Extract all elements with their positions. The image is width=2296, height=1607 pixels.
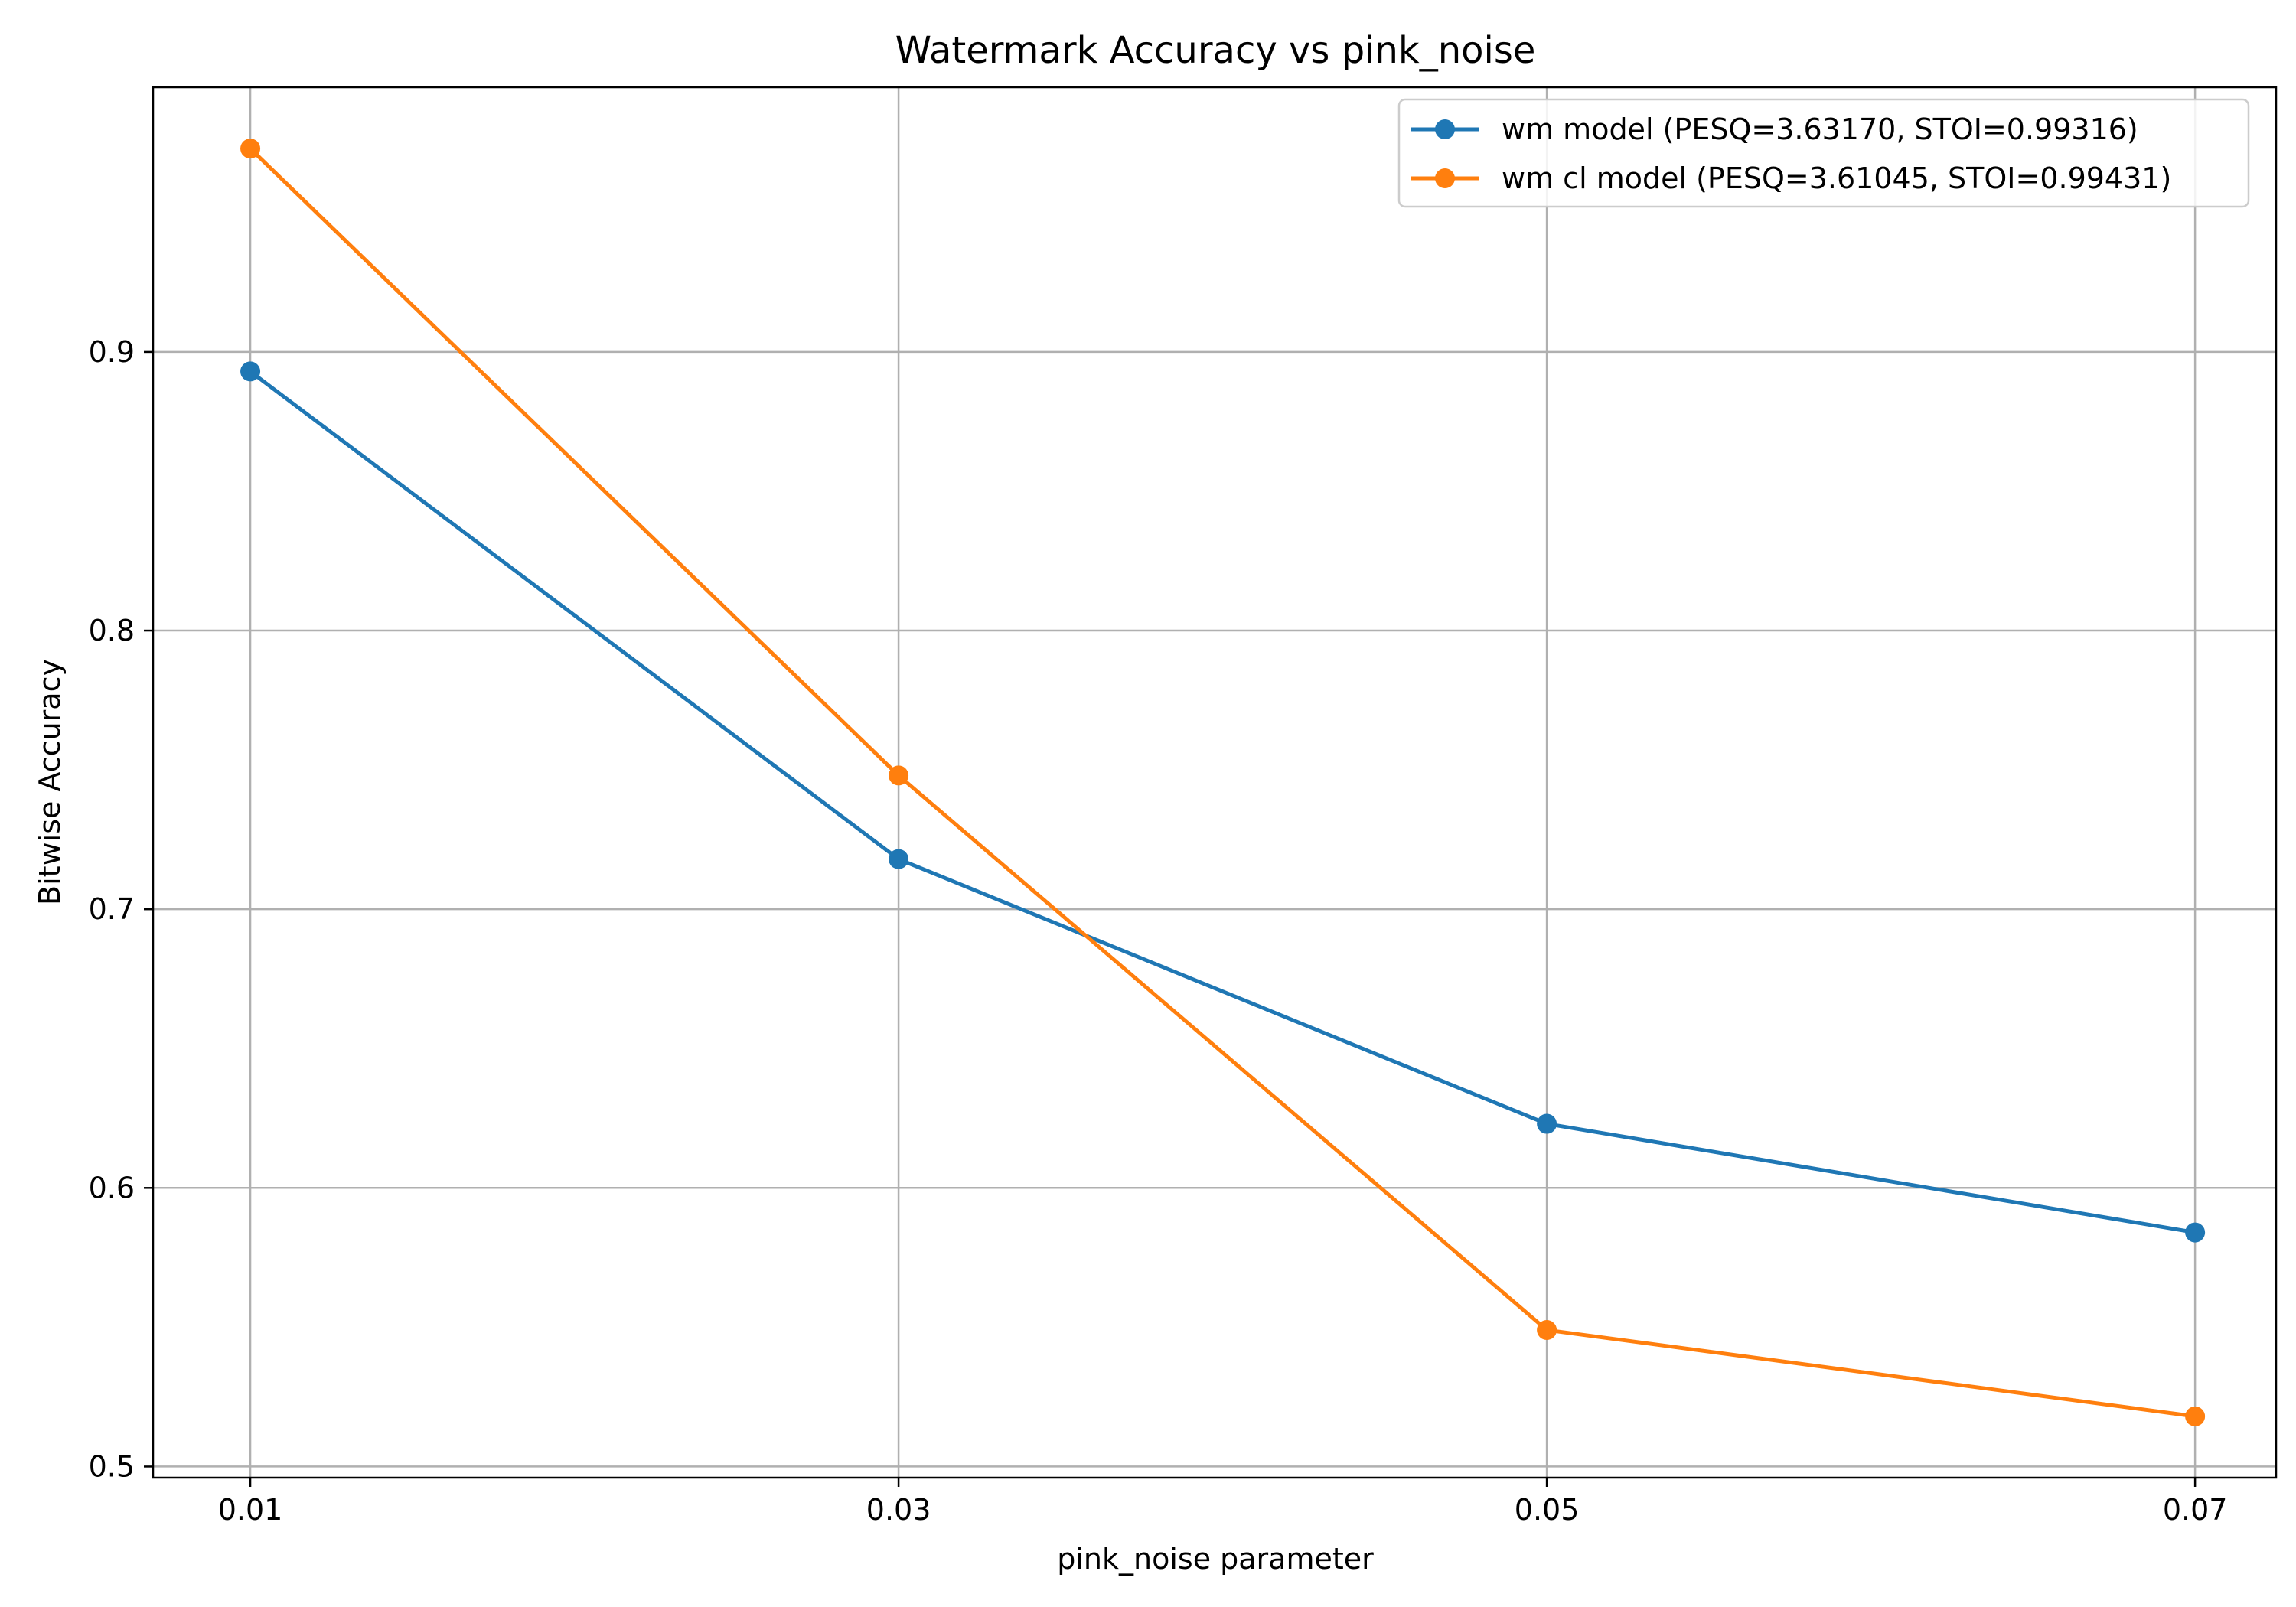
data-point [889, 765, 909, 786]
x-axis-label: pink_noise parameter [1057, 1542, 1374, 1576]
x-tick-label: 0.01 [218, 1493, 283, 1527]
series-line-1 [248, 369, 2197, 1235]
data-point [240, 361, 261, 382]
data-point [1537, 1113, 1557, 1134]
data-point [2185, 1406, 2206, 1426]
data-point [1537, 1320, 1557, 1341]
x-tick-label: 0.07 [2163, 1493, 2228, 1527]
legend-marker-1 [1435, 119, 1455, 139]
y-tick-label: 0.8 [89, 614, 135, 647]
legend: wm model (PESQ=3.63170, STOI=0.99316) wm… [1397, 98, 2250, 208]
legend-box [1397, 98, 2250, 208]
legend-entry-1: wm model (PESQ=3.63170, STOI=0.99316) [1411, 112, 2138, 146]
y-tick-label: 0.6 [89, 1171, 135, 1204]
legend-label-2: wm cl model (PESQ=3.61045, STOI=0.99431) [1502, 161, 2171, 195]
y-axis-label: Bitwise Accuracy [33, 659, 67, 905]
chart-title: Watermark Accuracy vs pink_noise [895, 29, 1536, 72]
plot-frame [152, 86, 2278, 1479]
y-tick-label: 0.7 [89, 892, 135, 926]
legend-label-1: wm model (PESQ=3.63170, STOI=0.99316) [1502, 112, 2138, 146]
series-line-2 [248, 146, 2197, 1419]
series-2 [240, 139, 2206, 1426]
y-tick-label: 0.9 [89, 335, 135, 369]
data-point [2185, 1222, 2206, 1243]
y-tick-label: 0.5 [89, 1449, 135, 1483]
legend-marker-2 [1435, 168, 1455, 188]
x-tick-label: 0.03 [866, 1493, 931, 1527]
x-tick-label: 0.05 [1515, 1493, 1580, 1527]
axis-ticks: 0.01 0.03 0.05 0.07 0.5 0.6 0.7 0.8 0.9 [89, 335, 2228, 1527]
series-1 [240, 361, 2206, 1243]
legend-entry-2: wm cl model (PESQ=3.61045, STOI=0.99431) [1411, 161, 2171, 195]
data-point [889, 849, 909, 869]
data-point [240, 139, 261, 159]
series-layer [240, 139, 2206, 1426]
